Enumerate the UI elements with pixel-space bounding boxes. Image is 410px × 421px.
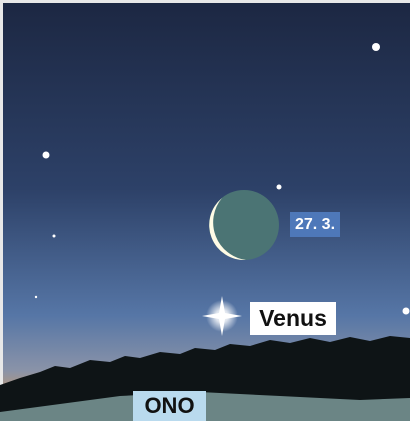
sky-scene: [0, 0, 410, 421]
moon: [209, 190, 279, 260]
direction-label: ONO: [133, 391, 206, 421]
moon-date-label: 27. 3.: [290, 212, 340, 237]
sky-illustration: 27. 3. Venus ONO: [0, 0, 410, 421]
venus-label: Venus: [250, 302, 336, 335]
